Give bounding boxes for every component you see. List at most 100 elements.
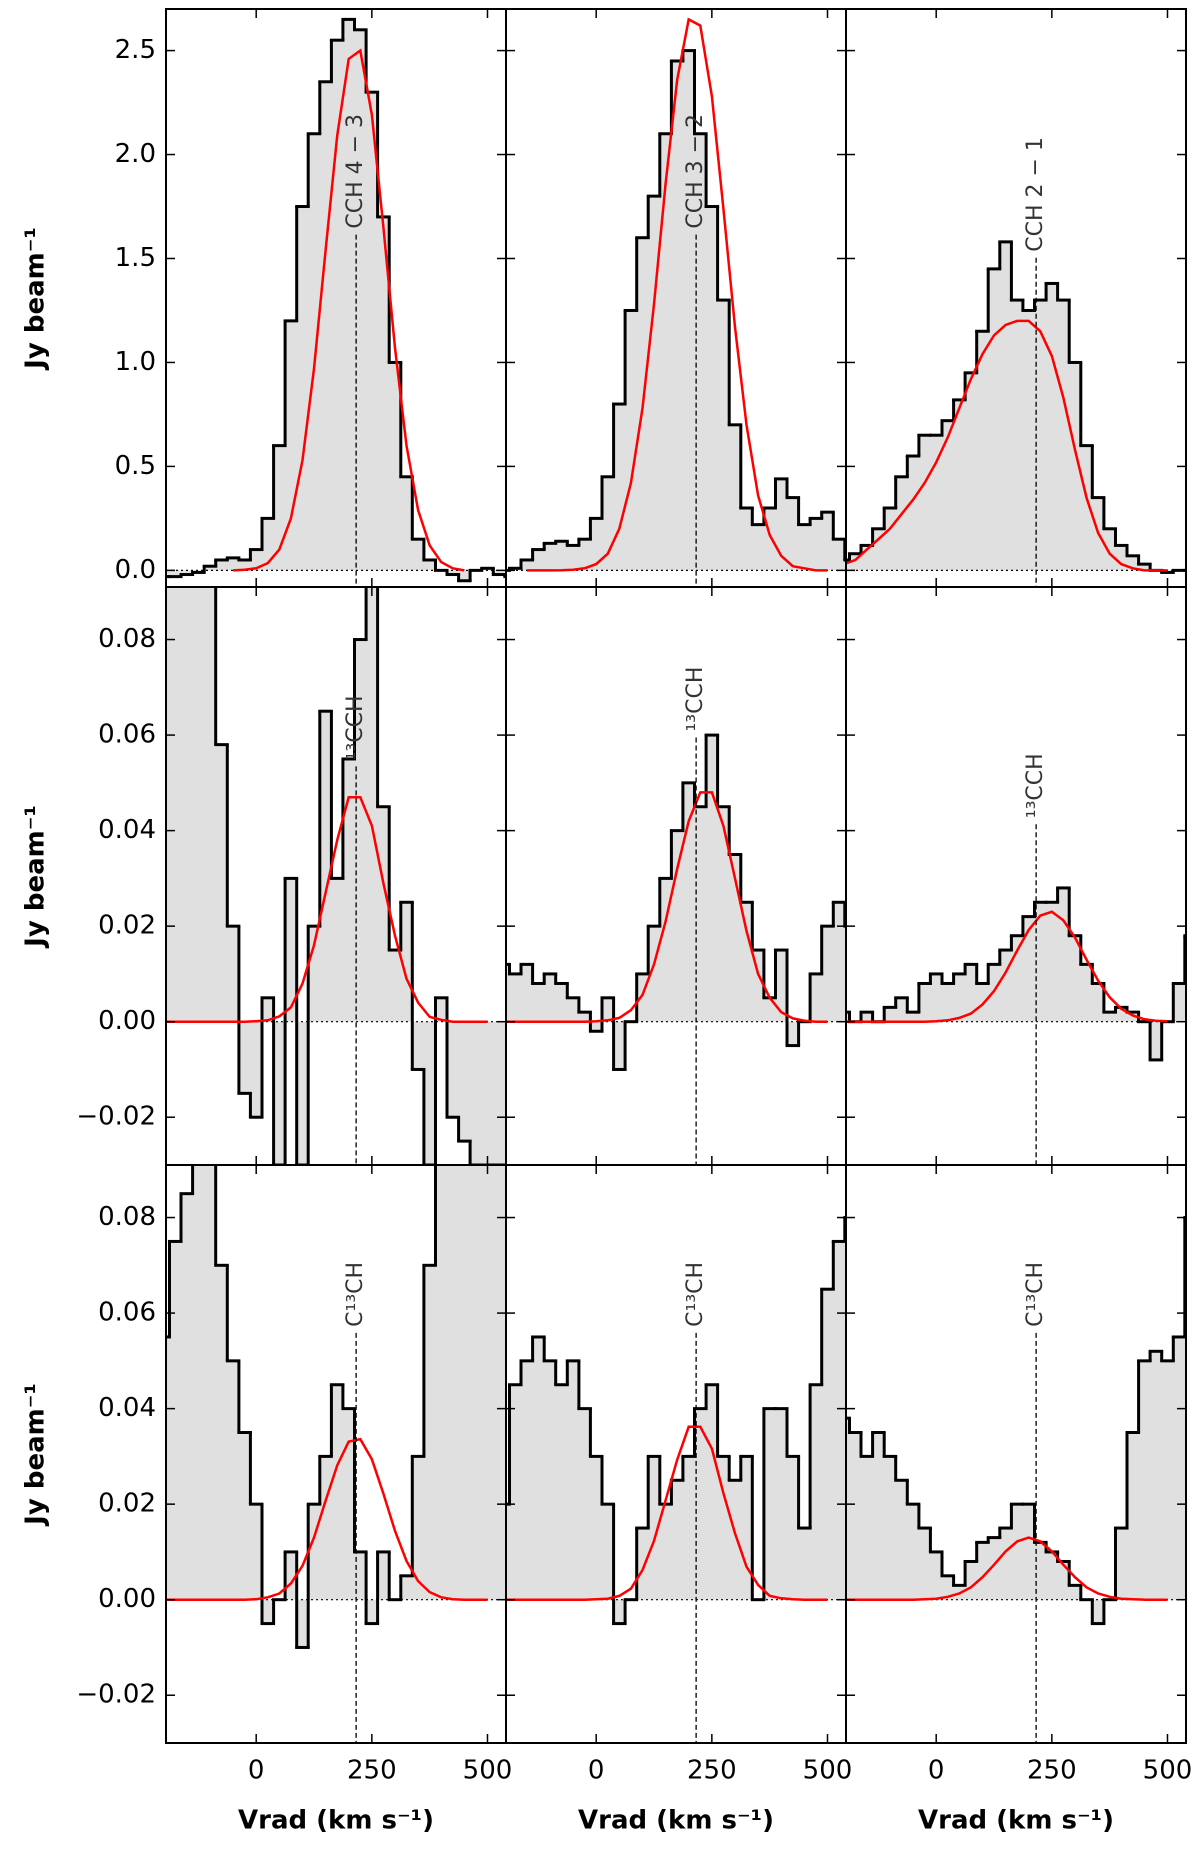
spectrum-bin-fill [192,1165,205,1600]
spectrum-bin-fill [729,424,742,571]
spectrum-bin-fill [1034,902,1047,1022]
spectrum-bin-fill [810,1384,823,1600]
spectrum-bin-fill [907,456,920,571]
spectrum-bin-fill [181,1193,194,1600]
spectrum-bin-fill [169,1241,182,1600]
y-tick-label: 1.0 [115,347,156,377]
spectrum-bin-fill [567,997,580,1022]
x-tick-label: 250 [687,1756,737,1786]
spectrum-bin-fill [181,587,194,1022]
spectrum-bin-fill [308,926,321,1022]
spectrum-bin-fill [204,1165,217,1600]
spectrum-bin-fill [1138,564,1151,571]
spectrum-bin-fill [787,1456,800,1600]
spectrum-bin-fill [261,518,275,571]
y-tick-label: 1.5 [115,243,156,273]
spectrum-bin-fill [342,19,356,571]
spectrum-bin-fill [1173,1336,1186,1600]
step-connector [508,735,846,1070]
spectrum-bin-fill [590,518,603,571]
spectrum-bin-fill [1173,983,1186,1022]
fit-line [846,1536,1168,1601]
spectrum-bin-fill [544,543,557,571]
spectrum-bin-fill [400,902,413,1022]
spectrum-bin-fill [717,806,730,1022]
spectrum-bin-fill [273,1021,286,1165]
step-connector [168,1165,437,1648]
spectrum-bin-fill [169,570,182,577]
spectrum-bin-fill [227,926,240,1022]
spectrum-bin-fill [578,539,591,571]
spectrum-bin-fill [435,997,448,1022]
spectrum-bin-fill [567,1360,580,1600]
spectrum-bin-fill [787,497,800,571]
spectrum-bin-fill [1115,1528,1128,1600]
spectrum-bin-fill [706,1384,719,1600]
spectrum-bin-fill [659,878,672,1022]
spectrum-bin-fill [988,964,1001,1022]
spectrum-bin-fill [308,1504,321,1600]
x-axis-label: Vrad (km s⁻¹) [238,1806,434,1836]
spectrum-bin-fill [694,806,707,1022]
spectrum-bin-fill [907,1504,920,1600]
spectrum-bin-fill [331,1384,344,1600]
fit-line [506,1425,828,1601]
spectrum-bin-fill [659,1504,672,1600]
spectrum-bin-fill [965,372,978,571]
spectrum-bin-fill [521,964,534,1022]
spectrum-bin-fill [625,310,638,571]
spectrum-bin-fill [319,81,332,571]
spectrum-bin-fill [319,1456,332,1600]
transition-label: C¹³CH [343,1262,368,1327]
spectrum-bin-fill [821,512,834,571]
spectrum-bin-fill [215,559,228,571]
spectrum-bin-fill [238,559,251,571]
panel [846,886,1186,1062]
spectrum-bin-fill [601,1504,615,1600]
spectrum-bin-fill [423,559,436,571]
spectrum-bin-fill [717,1456,730,1600]
spectrum-bin-fill [821,926,834,1022]
step-connector [848,1217,1186,1624]
spectrum-bin-fill [965,964,978,1022]
spectrum-bin-fill [821,1289,834,1600]
spectrum-bin-fill [447,570,460,575]
spectrum-bin-fill [682,782,696,1022]
spectrum-bin-fill [895,997,908,1022]
transition-label: CCH 4 − 3 [343,114,368,229]
spectrum-bin-fill [412,1021,425,1070]
transition-label: ¹³CCH [1023,753,1048,818]
spectrum-bin-fill [481,1165,494,1600]
spectrum-bin-fill [354,639,367,1022]
spectrum-bin-fill [895,1480,908,1600]
spectrum-bin-fill [521,1360,534,1600]
panel [846,1216,1186,1626]
spectrum-bin-fill [532,1336,545,1600]
panel [506,1216,846,1626]
spectrum-bin-fill [740,1456,753,1600]
spectrum-bin-fill [1057,1561,1070,1600]
spectrum-bin-fill [846,1012,850,1022]
spectrum-bin-fill [671,1480,684,1600]
spectrum-bin-fill [377,216,390,571]
panel [166,17,506,583]
spectrum-bin-fill [861,1012,874,1022]
spectrum-bin-fill [544,973,557,1022]
fit-line [166,1437,488,1601]
spectrum-bin-fill [423,1021,436,1165]
spectrum-bin-fill [285,1551,298,1600]
spectrum-bin-fill [544,1360,557,1600]
spectrum-bin-fill [999,950,1012,1022]
spectrum-bin-fill [613,1021,626,1070]
y-tick-label: 0.5 [115,451,156,481]
y-tick-label: 0.02 [98,1489,156,1519]
spectrum-bin-fill [1069,935,1082,1022]
spectrum-bin-fill [412,539,425,571]
spectrum-bin-fill [1080,964,1093,1022]
spectrum-bin-fill [659,133,672,571]
spectrum-bin-fill [884,1007,897,1022]
spectrum-bin-fill [481,1021,494,1165]
spectrum-bin-fill [166,1336,170,1600]
spectrum-bin-fill [458,1021,471,1142]
spectrum-bin-fill [682,50,696,571]
